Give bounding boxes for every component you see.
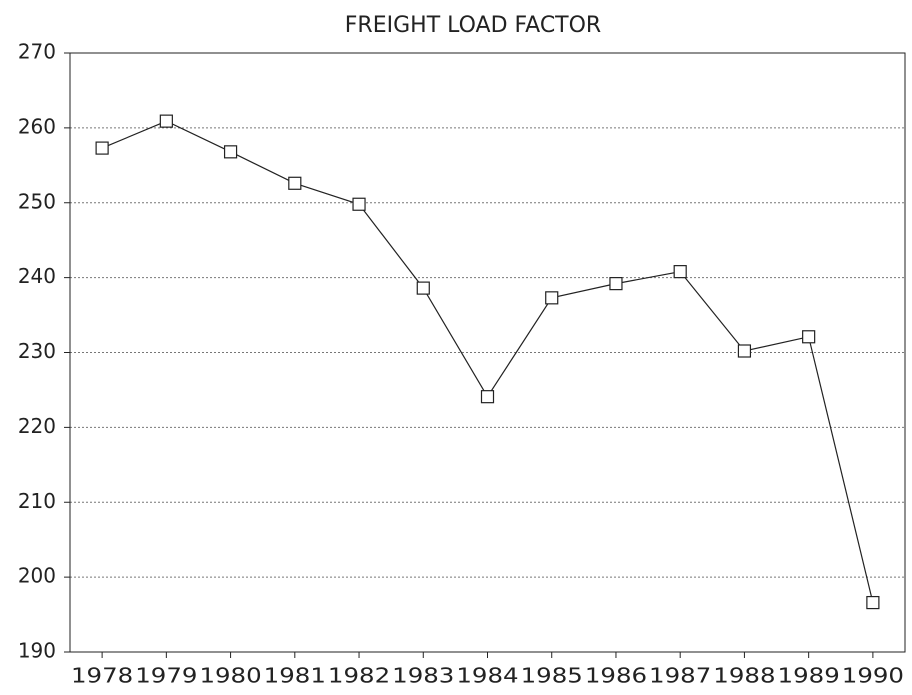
y-tick-label: 210 — [18, 489, 56, 513]
x-tick-label: 1980 — [199, 664, 261, 688]
x-tick-label: 1986 — [585, 664, 647, 688]
marker — [673, 265, 687, 279]
x-tick-label: 1989 — [778, 664, 840, 688]
y-tick-label: 250 — [18, 189, 56, 213]
marker — [737, 344, 752, 358]
y-tick-label: 240 — [18, 264, 56, 288]
marker — [159, 114, 173, 128]
chart-title: FREIGHT LOAD FACTOR — [345, 13, 601, 38]
marker — [95, 141, 109, 155]
marker — [480, 390, 495, 404]
marker — [288, 176, 302, 190]
marker — [223, 145, 238, 159]
x-tick-label: 1984 — [456, 664, 518, 688]
y-tick-label: 200 — [18, 564, 56, 588]
marker — [545, 291, 559, 305]
marker — [352, 197, 366, 211]
y-tick-label: 270 — [18, 40, 56, 64]
x-tick-label: 1988 — [713, 664, 775, 688]
line — [101, 120, 874, 603]
x-tick-label: 1990 — [842, 664, 904, 688]
y-tick-label: 220 — [18, 414, 56, 438]
x-tick-label: 1987 — [649, 664, 711, 688]
x-tick-label: 1979 — [135, 664, 197, 688]
marker — [416, 281, 430, 295]
marker — [609, 277, 623, 291]
x-tick-label: 1983 — [392, 664, 454, 688]
y-tick-label: 260 — [18, 114, 56, 138]
x-tick-label: 1985 — [521, 664, 583, 688]
marker — [866, 595, 880, 610]
x-tick-label: 1982 — [328, 664, 390, 688]
marker — [802, 330, 816, 344]
y-tick-label: 230 — [18, 339, 56, 363]
y-tick-label: 190 — [18, 639, 56, 663]
x-tick-label: 1981 — [264, 664, 326, 688]
x-tick-label: 1978 — [71, 664, 133, 688]
